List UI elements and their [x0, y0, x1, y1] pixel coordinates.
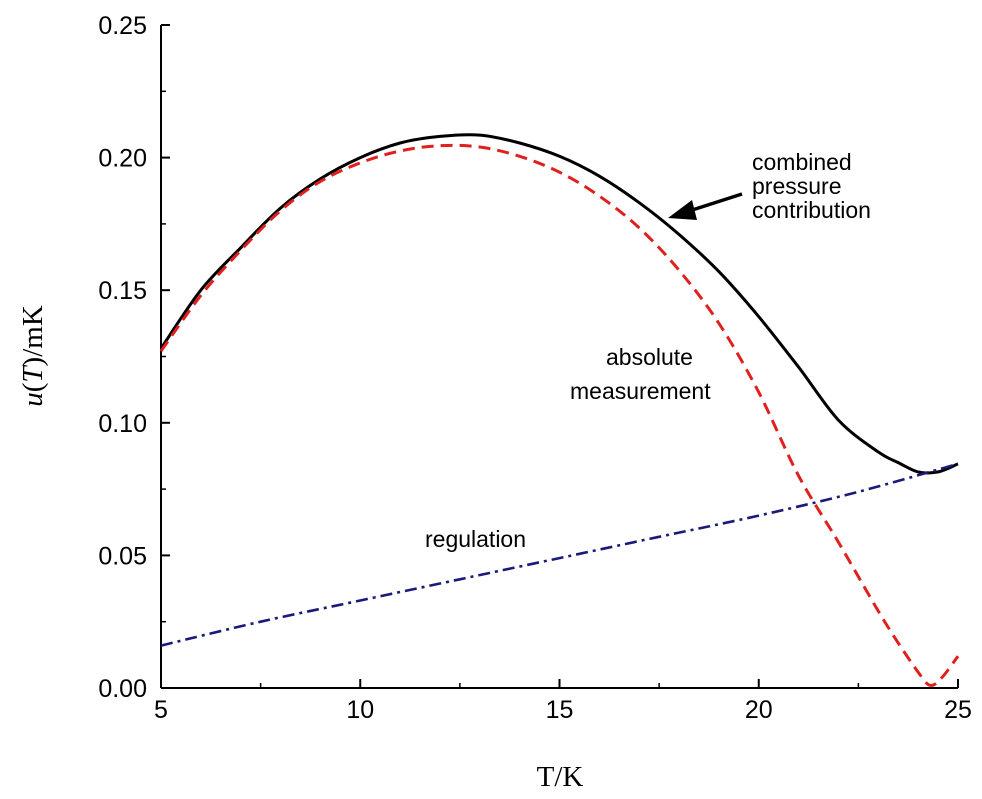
annotation-combined-line2: pressure	[752, 173, 841, 199]
series-line-combined	[159, 133, 959, 475]
y-axis-title-unit: )/mK	[17, 305, 49, 366]
x-tick-label: 20	[745, 696, 773, 724]
y-tick-label: 0.10	[98, 410, 147, 438]
ticks	[160, 24, 959, 689]
annotation-absolute-line2: measurement	[570, 378, 711, 404]
y-tick-label: 0.15	[98, 277, 147, 305]
y-axis-title-paren: (	[17, 383, 49, 393]
x-axis-title: T/K	[537, 761, 584, 793]
annotation-absolute-line1: absolute	[606, 344, 693, 370]
y-axis-title-T: T	[17, 365, 49, 383]
annotation-regulation: regulation	[425, 526, 526, 552]
y-tick-label: 0.05	[98, 542, 147, 570]
x-tick-label: 15	[546, 696, 574, 724]
arrow-shaft	[685, 192, 743, 214]
y-axis-title-u: u	[17, 392, 49, 407]
series-group	[159, 133, 960, 687]
y-tick-label: 0.20	[98, 145, 147, 173]
annotation-arrow	[668, 192, 743, 220]
y-axis-title: u(T)/mK	[17, 305, 49, 407]
series-line-absolute	[159, 143, 960, 687]
axes	[160, 25, 958, 689]
x-tick-label: 10	[346, 696, 374, 724]
annotation-combined-line1: combined	[752, 149, 852, 175]
series-line-regulation	[160, 462, 959, 647]
y-tick-label: 0.25	[98, 12, 147, 40]
y-tick-label: 0.00	[98, 675, 147, 703]
arrow-head	[668, 200, 697, 220]
x-tick-label: 25	[944, 696, 972, 724]
x-tick-label: 5	[154, 696, 168, 724]
annotation-combined-line3: contribution	[752, 197, 871, 223]
tick-labels: 5 10 15 20 25 0.00 0.05 0.10 0.15 0.20 0.25	[98, 12, 972, 724]
